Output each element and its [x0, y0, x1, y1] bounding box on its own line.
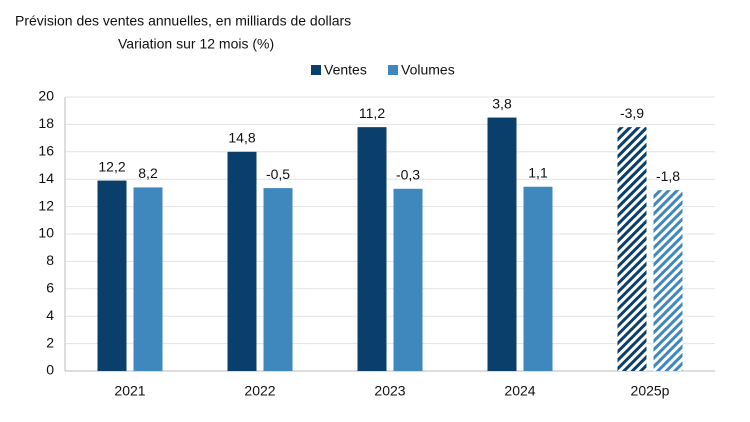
y-tick-label: 0 [46, 362, 54, 378]
bar [357, 127, 387, 371]
bar [653, 190, 683, 371]
x-tick-label: 2022 [244, 383, 275, 399]
y-tick-label: 14 [38, 170, 54, 186]
x-tick-label: 2024 [504, 383, 535, 399]
chart-title: Prévision des ventes annuelles, en milli… [15, 13, 351, 29]
bar [393, 188, 423, 371]
y-tick-label: 20 [38, 88, 54, 104]
bar [617, 127, 647, 371]
legend-swatch [388, 65, 398, 75]
y-tick-label: 2 [46, 334, 54, 350]
legend-swatch [311, 65, 321, 75]
change-label: -0,3 [396, 166, 420, 182]
legend-label: Volumes [401, 62, 455, 78]
chart-subtitle: Variation sur 12 mois (%) [118, 36, 274, 52]
bar [263, 188, 293, 371]
x-tick-label: 2023 [374, 383, 405, 399]
legend-label: Ventes [324, 62, 367, 78]
change-label: 14,8 [228, 130, 255, 146]
change-label: 3,8 [492, 95, 512, 111]
change-label: 1,1 [528, 164, 548, 180]
change-label: -1,8 [656, 168, 680, 184]
change-label: -3,9 [620, 105, 644, 121]
y-tick-label: 8 [46, 252, 54, 268]
x-tick-label: 2025p [631, 383, 670, 399]
y-tick-label: 4 [46, 307, 54, 323]
change-label: -0,5 [266, 166, 290, 182]
bar [133, 187, 163, 371]
y-tick-label: 6 [46, 280, 54, 296]
change-label: 11,2 [359, 105, 385, 121]
bar [227, 151, 257, 371]
bar [97, 180, 127, 371]
y-tick-label: 10 [38, 225, 54, 241]
change-label: 8,2 [138, 165, 158, 181]
y-tick-label: 12 [38, 197, 54, 213]
y-tick-label: 16 [38, 143, 54, 159]
bar [523, 186, 553, 371]
change-label: 12,2 [98, 158, 125, 174]
x-tick-label: 2021 [114, 383, 145, 399]
y-tick-label: 18 [38, 115, 54, 131]
bar [487, 117, 517, 371]
